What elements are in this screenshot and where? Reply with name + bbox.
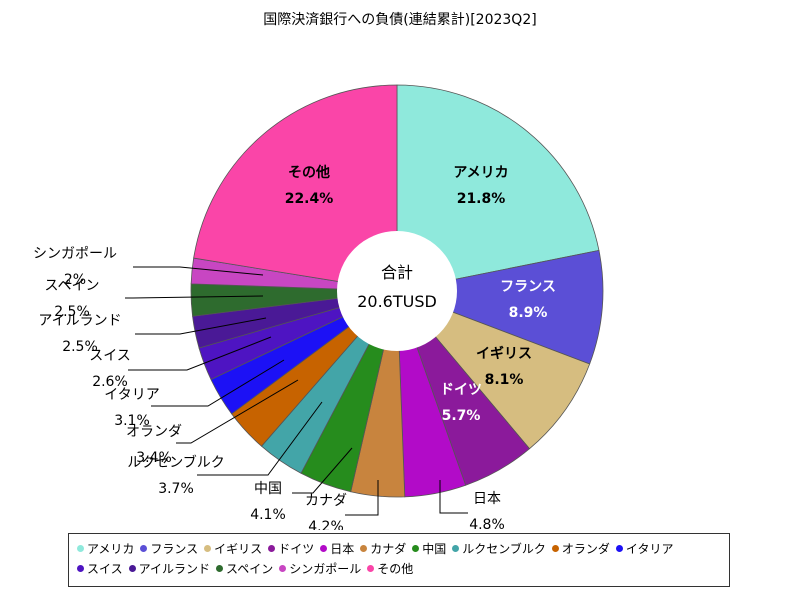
legend-item-1: アメリカ [77, 539, 134, 559]
slice-name-label-13: スペイン [44, 278, 99, 294]
slice-name-label-15: その他 [288, 164, 330, 181]
legend-marker-icon [128, 565, 136, 572]
slice-name-label-5: 日本 [473, 491, 501, 507]
slice-pct-label-1: 21.8% [457, 191, 506, 207]
slice-pct-label-8: 3.7% [158, 481, 194, 497]
leader-line-9 [176, 379, 299, 444]
legend-label: イタリア [625, 542, 674, 556]
legend-label: アイルランド [138, 562, 211, 576]
legend-item-3: イギリス [204, 539, 262, 559]
legend-item-8: ルクセンブルク [452, 539, 546, 559]
legend-item-13: スペイン [216, 559, 273, 579]
slice-pct-label-11: 2.6% [92, 374, 128, 390]
slice-name-label-6: カナダ [305, 493, 347, 509]
legend-marker-icon [412, 545, 420, 552]
slice-name-label-9: オランダ [126, 424, 182, 440]
chart-title: 国際決済銀行への負債(連結累計)[2023Q2] [263, 12, 536, 28]
legend-marker-icon [320, 545, 328, 552]
slice-pct-label-9: 3.4% [136, 450, 172, 466]
legend-item-9: オランダ [551, 539, 610, 559]
legend-item-11: スイス [77, 559, 123, 579]
slice-name-label-10: イタリア [104, 387, 159, 403]
legend-item-14: シンガポール [279, 559, 361, 579]
leader-line-12 [135, 317, 267, 335]
leader-line-7 [292, 447, 353, 494]
legend-marker-icon [367, 565, 375, 572]
legend-item-10: イタリア [615, 539, 674, 559]
legend-marker-icon [615, 545, 623, 552]
legend-marker-icon [360, 545, 368, 552]
legend-label: その他 [377, 562, 414, 576]
legend-item-2: フランス [140, 539, 198, 559]
legend-item-4: ドイツ [268, 539, 314, 559]
slice-pct-label-2: 8.9% [509, 305, 548, 321]
slice-pct-label-12: 2.5% [62, 339, 98, 355]
legend-label: ルクセンブルク [462, 542, 546, 556]
leader-line-13 [125, 295, 264, 299]
slice-name-label-11: スイス [89, 348, 131, 364]
leader-line-10 [151, 359, 285, 407]
legend-marker-icon [279, 565, 287, 572]
slice-3 [395, 290, 591, 450]
legend: アメリカ フランス イギリス ドイツ 日本 カナダ 中国 ルクセンブルク オランダ イタリアスイス… [68, 533, 730, 587]
slice-name-label-7: 中国 [254, 481, 282, 497]
legend-marker-icon [204, 545, 212, 552]
slice-name-label-4: ドイツ [440, 382, 482, 398]
legend-label: オランダ [561, 542, 610, 556]
slice-pct-label-10: 3.1% [114, 413, 150, 429]
slice-pct-label-3: 8.1% [485, 372, 524, 388]
legend-item-5: 日本 [320, 539, 354, 559]
legend-marker-icon [551, 545, 559, 552]
slice-pct-label-4: 5.7% [442, 408, 481, 424]
legend-label: ドイツ [278, 542, 315, 556]
legend-label: カナダ [370, 542, 407, 556]
center-label: 合計 [381, 263, 413, 282]
legend-item-7: 中国 [412, 539, 446, 559]
leader-line-6 [345, 480, 379, 516]
legend-label: シンガポール [289, 562, 362, 576]
legend-marker-icon [268, 545, 276, 552]
slice-pct-label-6: 4.2% [308, 519, 344, 530]
legend-marker-icon [77, 565, 84, 572]
slice-15 [193, 84, 398, 292]
legend-label: フランス [150, 542, 199, 556]
legend-marker-icon [216, 565, 224, 572]
slice-name-label-14: シンガポール [33, 246, 117, 262]
legend-label: イギリス [214, 542, 263, 556]
slice-name-label-1: アメリカ [453, 165, 508, 181]
slice-name-label-12: アイルランド [38, 313, 121, 329]
legend-label: アメリカ [87, 542, 135, 556]
legend-label: スペイン [226, 562, 274, 576]
slice-name-label-3: イギリス [476, 345, 532, 362]
legend-label: 中国 [422, 542, 447, 556]
slice-pct-label-7: 4.1% [250, 507, 286, 523]
leader-line-11 [128, 336, 272, 371]
slice-pct-label-14: 2% [64, 272, 86, 288]
slice-pct-label-5: 4.8% [469, 517, 505, 530]
slice-name-label-2: フランス [500, 279, 556, 295]
legend-item-6: カナダ [360, 539, 406, 559]
slice-pct-label-15: 22.4% [285, 191, 334, 207]
center-hole [337, 231, 457, 351]
center-total-value: 20.6TUSD [357, 292, 437, 311]
legend-marker-icon [77, 545, 84, 552]
leader-line-8 [197, 401, 323, 476]
legend-label: 日本 [330, 542, 355, 556]
legend-item-15: その他 [367, 559, 413, 579]
legend-item-12: アイルランド [128, 559, 211, 579]
leader-line-14 [133, 266, 264, 276]
legend-marker-icon [452, 545, 460, 552]
slice-2 [395, 249, 604, 365]
legend-label: スイス [87, 562, 123, 576]
slice-name-label-8: ルクセンブルク [127, 454, 225, 471]
slice-pct-label-13: 2.5% [54, 304, 90, 320]
leader-line-5 [439, 480, 468, 514]
slice-1 [396, 84, 600, 292]
pie-chart: 国際決済銀行への負債(連結累計)[2023Q2] アメリカ 21.8% フランス 8.… [33, 12, 604, 530]
legend-marker-icon [140, 545, 148, 552]
